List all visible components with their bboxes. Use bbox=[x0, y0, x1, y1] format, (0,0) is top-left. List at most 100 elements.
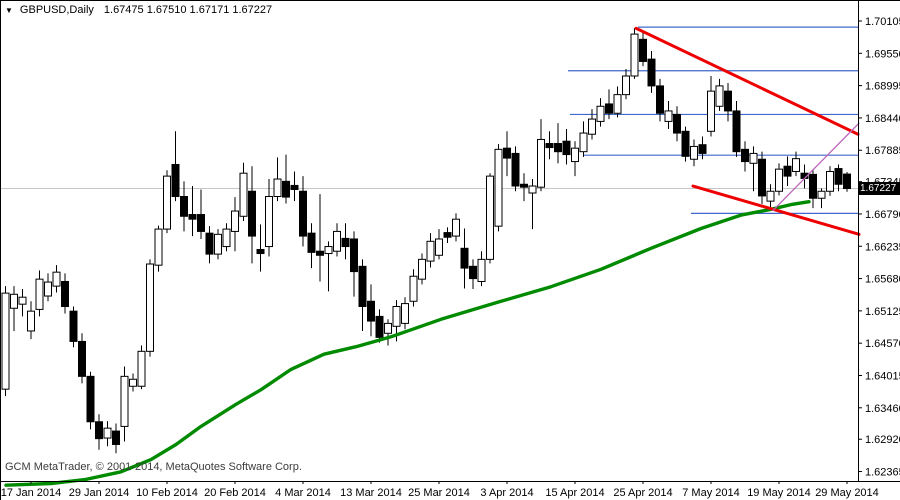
candle-bullish[interactable] bbox=[18, 296, 27, 305]
candle-bearish[interactable] bbox=[724, 90, 732, 112]
candle-bullish[interactable] bbox=[486, 175, 494, 260]
candle-bullish[interactable] bbox=[775, 168, 783, 192]
candle-bearish[interactable] bbox=[197, 214, 205, 232]
candle-bullish[interactable] bbox=[613, 94, 622, 114]
candle-bearish[interactable] bbox=[205, 232, 214, 255]
candle-bullish[interactable] bbox=[120, 375, 129, 427]
candle-bearish[interactable] bbox=[698, 144, 707, 154]
candle-bearish[interactable] bbox=[367, 300, 375, 322]
candle-bearish[interactable] bbox=[86, 375, 95, 423]
candle-bullish[interactable] bbox=[273, 178, 282, 197]
candle-bullish[interactable] bbox=[426, 240, 435, 262]
candle-bearish[interactable] bbox=[350, 238, 358, 273]
candle-bearish[interactable] bbox=[681, 130, 690, 157]
candle-bearish[interactable] bbox=[95, 421, 103, 440]
candle-bullish[interactable] bbox=[664, 110, 673, 122]
candle-bearish[interactable] bbox=[809, 173, 817, 199]
candle-bearish[interactable] bbox=[180, 195, 188, 217]
candle-bullish[interactable] bbox=[35, 278, 44, 310]
candle-bullish[interactable] bbox=[749, 152, 758, 164]
candle-bearish[interactable] bbox=[290, 184, 299, 191]
candle-bullish[interactable] bbox=[537, 138, 545, 188]
candle-bearish[interactable] bbox=[562, 140, 571, 156]
candle-bearish[interactable] bbox=[741, 148, 749, 163]
candle-bullish[interactable] bbox=[528, 185, 537, 194]
candle-bearish[interactable] bbox=[511, 152, 520, 187]
candle-bullish[interactable] bbox=[10, 293, 18, 309]
candle-bullish[interactable] bbox=[588, 118, 596, 135]
candle-bearish[interactable] bbox=[299, 190, 307, 237]
candle-bearish[interactable] bbox=[758, 158, 766, 197]
candle-bullish[interactable] bbox=[452, 218, 460, 237]
candle-bearish[interactable] bbox=[358, 265, 367, 308]
candle-bullish[interactable] bbox=[214, 233, 222, 255]
moving-average-line[interactable] bbox=[4, 200, 811, 487]
symbol-dropdown-icon[interactable]: ▼ bbox=[5, 5, 13, 15]
candle-bearish[interactable] bbox=[171, 163, 180, 197]
candle-bullish[interactable] bbox=[137, 350, 146, 387]
candle-bullish[interactable] bbox=[715, 85, 724, 107]
candle-bullish[interactable] bbox=[401, 303, 409, 324]
candle-bullish[interactable] bbox=[222, 228, 231, 248]
candle-bullish[interactable] bbox=[27, 310, 35, 332]
candle-bullish[interactable] bbox=[154, 228, 163, 266]
candle-bearish[interactable] bbox=[520, 183, 528, 188]
projection-trendline[interactable] bbox=[772, 122, 860, 212]
candle-bearish[interactable] bbox=[647, 58, 656, 87]
candle-bearish[interactable] bbox=[732, 110, 741, 153]
candle-bullish[interactable] bbox=[146, 263, 154, 352]
candle-bullish[interactable] bbox=[707, 90, 715, 132]
candle-bullish[interactable] bbox=[384, 322, 392, 334]
candle-bearish[interactable] bbox=[783, 165, 792, 177]
candle-bearish[interactable] bbox=[341, 237, 350, 248]
candle-bullish[interactable] bbox=[477, 258, 486, 282]
candle-bullish[interactable] bbox=[435, 238, 443, 256]
candle-bullish[interactable] bbox=[622, 75, 630, 96]
candle-bearish[interactable] bbox=[188, 214, 197, 220]
candle-bullish[interactable] bbox=[596, 105, 605, 122]
candle-bearish[interactable] bbox=[460, 247, 469, 269]
candle-bullish[interactable] bbox=[392, 306, 401, 327]
candle-bullish[interactable] bbox=[129, 378, 137, 387]
candle-bullish[interactable] bbox=[579, 132, 588, 153]
candle-bullish[interactable] bbox=[265, 195, 273, 248]
candle-bullish[interactable] bbox=[418, 258, 426, 280]
candle-bearish[interactable] bbox=[545, 143, 554, 149]
candle-bearish[interactable] bbox=[843, 173, 851, 190]
candle-bearish[interactable] bbox=[316, 250, 324, 256]
candle-bullish[interactable] bbox=[44, 281, 52, 297]
candle-bullish[interactable] bbox=[239, 172, 248, 217]
candle-bullish[interactable] bbox=[52, 271, 61, 287]
upper-descending-trendline[interactable] bbox=[634, 26, 860, 136]
candle-bearish[interactable] bbox=[503, 147, 511, 159]
lower-descending-trendline[interactable] bbox=[691, 184, 861, 236]
candle-bullish[interactable] bbox=[163, 175, 171, 230]
candle-bearish[interactable] bbox=[307, 232, 316, 253]
candle-bearish[interactable] bbox=[248, 190, 256, 237]
candle-bearish[interactable] bbox=[469, 265, 477, 280]
candle-bearish[interactable] bbox=[78, 340, 86, 377]
candle-bullish[interactable] bbox=[409, 275, 418, 302]
candle-bullish[interactable] bbox=[826, 170, 834, 192]
candle-bearish[interactable] bbox=[673, 113, 681, 134]
candle-bearish[interactable] bbox=[834, 168, 843, 185]
candle-bullish[interactable] bbox=[690, 145, 698, 160]
candle-bearish[interactable] bbox=[443, 232, 452, 238]
candle-bearish[interactable] bbox=[61, 280, 69, 308]
candle-bullish[interactable] bbox=[630, 33, 639, 77]
candle-bearish[interactable] bbox=[605, 103, 613, 114]
candle-bullish[interactable] bbox=[231, 210, 239, 232]
candle-bearish[interactable] bbox=[639, 38, 647, 62]
candle-bearish[interactable] bbox=[656, 85, 664, 114]
candle-bullish[interactable] bbox=[494, 148, 503, 227]
candle-bullish[interactable] bbox=[766, 190, 775, 202]
candle-bullish[interactable] bbox=[571, 147, 579, 163]
candle-bullish[interactable] bbox=[333, 230, 341, 252]
candle-bullish[interactable] bbox=[324, 246, 333, 255]
candle-bearish[interactable] bbox=[256, 248, 265, 255]
candle-bullish[interactable] bbox=[103, 427, 112, 439]
candle-bearish[interactable] bbox=[69, 310, 78, 342]
candle-bullish[interactable] bbox=[1, 292, 10, 390]
candle-bearish[interactable] bbox=[375, 315, 384, 338]
